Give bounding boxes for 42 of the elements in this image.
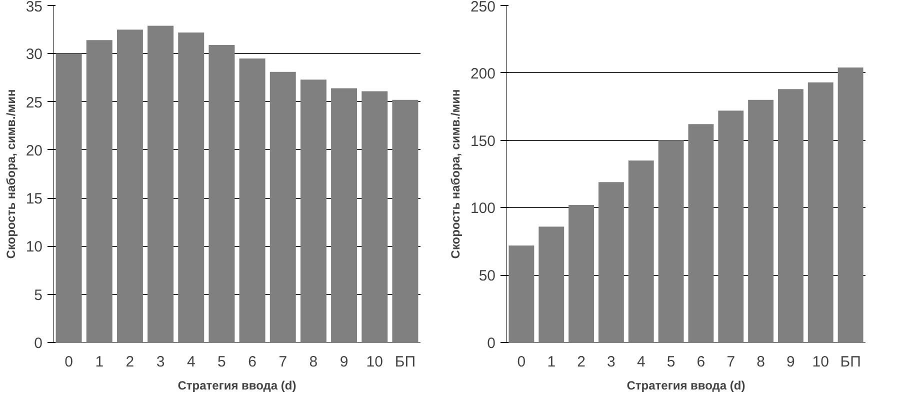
x-tick-label: 0: [64, 354, 73, 370]
y-axis-title: Скорость набора, симв./мин: [448, 89, 462, 259]
y-tick-label: 10: [26, 238, 43, 256]
x-tick-label: 5: [218, 354, 226, 370]
x-tick-label: 0: [517, 354, 526, 370]
y-tick-label: 50: [478, 268, 496, 285]
x-tick-label: БП: [394, 354, 416, 370]
y-tick-label: 25: [26, 94, 43, 112]
y-tick-label: 15: [26, 190, 43, 208]
x-tick-label: 6: [696, 354, 706, 370]
y-tick-label: 30: [26, 46, 43, 64]
y-tick-label: 0: [487, 335, 496, 352]
y-tick-label: 150: [470, 132, 496, 150]
x-tick-label: 8: [756, 354, 765, 370]
y-tick-label: 35: [26, 0, 43, 16]
y-tick-label: 200: [470, 65, 496, 82]
x-tick-label: 2: [577, 354, 586, 370]
x-tick-label: 10: [366, 354, 383, 370]
x-axis-title: Стратегия ввода (d): [626, 378, 746, 392]
x-tick-label: 3: [607, 354, 616, 370]
x-tick-label: 1: [95, 354, 104, 370]
x-tick-label: 2: [126, 354, 134, 370]
x-tick-label: 4: [636, 354, 646, 370]
x-tick-label: БП: [840, 354, 861, 370]
x-tick-label: 3: [156, 354, 165, 370]
x-tick-label: 10: [812, 354, 829, 370]
y-axis-title: Скорость набора, симв./мин: [4, 89, 18, 259]
x-tick-label: 7: [278, 354, 288, 370]
x-tick-label: 1: [547, 354, 556, 370]
y-tick-label: 0: [34, 335, 42, 352]
x-tick-label: 8: [309, 354, 318, 370]
y-tick-label: 100: [470, 200, 496, 218]
x-tick-label: 6: [248, 354, 256, 370]
x-tick-label: 4: [186, 354, 196, 370]
x-axis-title: Стратегия ввода (d): [178, 378, 296, 392]
y-tick-label: 5: [34, 286, 42, 304]
x-tick-label: 5: [666, 354, 676, 370]
y-tick-label: 20: [26, 142, 43, 160]
y-tick-label: 250: [470, 0, 496, 16]
x-tick-label: 9: [340, 354, 348, 370]
x-tick-label: 9: [786, 354, 795, 370]
x-tick-label: 7: [726, 354, 736, 370]
